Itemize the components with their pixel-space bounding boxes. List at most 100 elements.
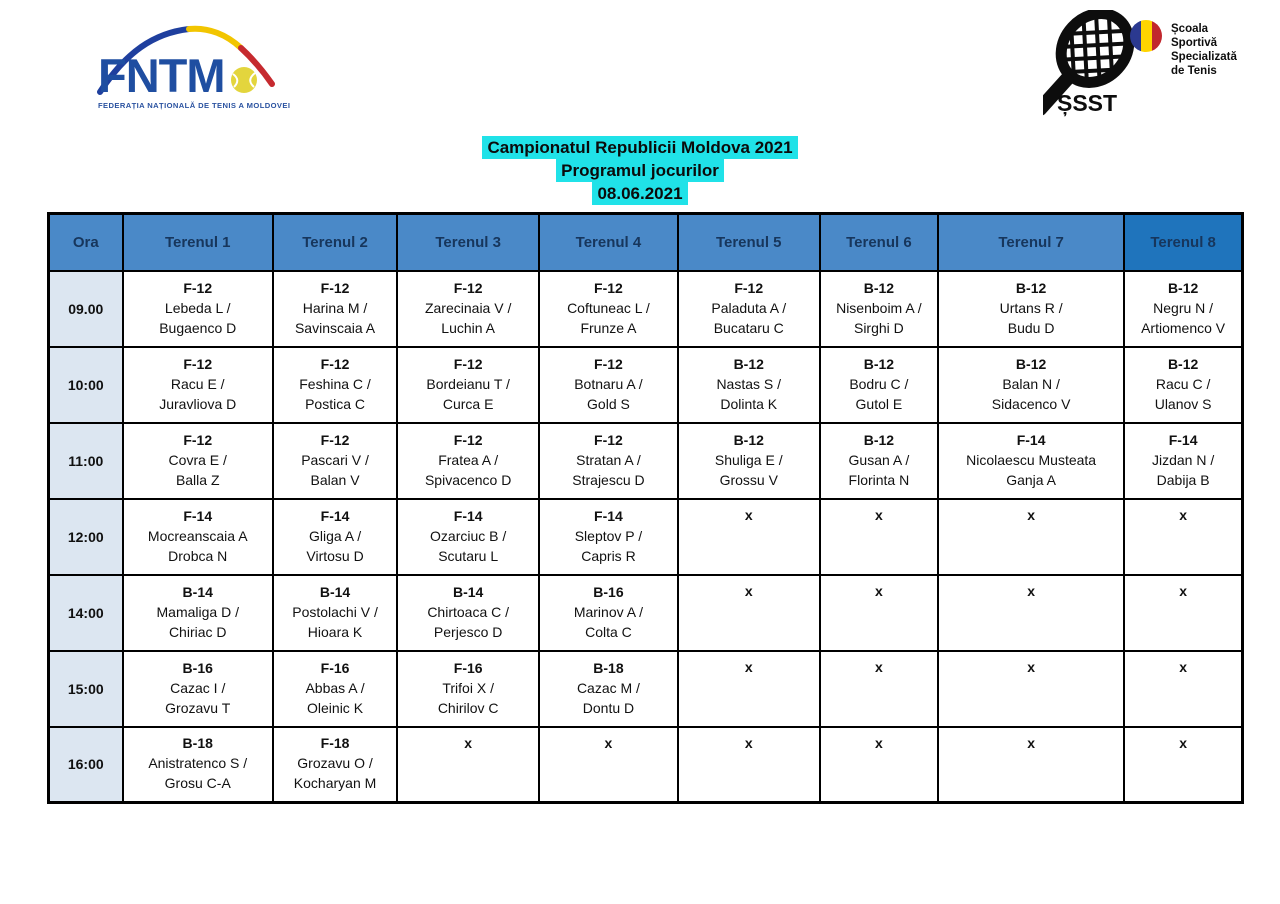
player-line: Nisenboim A / <box>836 299 922 316</box>
match-cell: F-12 Botnaru A / Gold S <box>538 345 679 424</box>
player-line: Urtans R / <box>999 299 1063 316</box>
player-line: Hioara K <box>307 623 363 640</box>
player-line: Mocreanscaia A <box>147 527 248 544</box>
match-cell: B-12 Gusan A / Florinta N <box>818 421 939 500</box>
empty-slot: x <box>818 573 939 652</box>
match-cell: B-14 Mamaliga D / Chiriac D <box>121 573 274 652</box>
player-line: Shuliga E / <box>714 451 783 468</box>
column-header-teren-1: Terenul 1 <box>121 212 274 272</box>
match-cell: B-12 Shuliga E / Grossu V <box>676 421 821 500</box>
time-cell: 16:00 <box>47 725 124 804</box>
player-line: Scutaru L <box>438 547 499 564</box>
match-category: F-12 <box>320 431 350 448</box>
player-line: Ganja A <box>1006 471 1057 488</box>
empty-slot: x <box>1123 649 1244 728</box>
match-category: F-12 <box>320 355 350 372</box>
player-line: Savinscaia A <box>294 319 376 336</box>
match-cell: F-12 Feshina C / Postica C <box>271 345 399 424</box>
match-cell: F-14 Nicolaescu Musteata Ganja A <box>936 421 1126 500</box>
player-line: Luchin A <box>441 319 496 336</box>
ssst-school-line: Specializată <box>1171 51 1237 63</box>
championship-title: Campionatul Republicii Moldova 2021 <box>0 136 1280 159</box>
player-line: Ozarciuc B / <box>430 527 507 544</box>
match-cell: F-12 Zarecinaia V / Luchin A <box>396 269 541 348</box>
match-category: B-18 <box>593 659 624 676</box>
match-category: B-12 <box>733 355 764 372</box>
match-category: B-12 <box>1167 355 1199 372</box>
match-category: F-12 <box>594 355 623 372</box>
match-category: F-12 <box>183 279 213 296</box>
match-cell: B-12 Nisenboim A / Sirghi D <box>818 269 939 348</box>
ssst-school-line: Sportivă <box>1171 37 1218 49</box>
player-line: Dabija B <box>1156 471 1210 488</box>
column-header-teren-6: Terenul 6 <box>818 212 939 272</box>
match-category: F-12 <box>453 279 483 296</box>
schedule-row: 10:00 F-12 Racu E / Juravliova D F-12 Feshina… <box>47 345 1244 424</box>
player-line: Curca E <box>442 395 494 412</box>
column-header-teren-2: Terenul 2 <box>271 212 399 272</box>
match-category: F-14 <box>453 507 483 524</box>
player-line: Florinta N <box>848 471 910 488</box>
player-line: Covra E / <box>168 451 227 468</box>
player-line: Chirilov C <box>437 699 499 716</box>
column-header-teren-4: Terenul 4 <box>538 212 679 272</box>
player-line: Drobca N <box>168 547 228 564</box>
player-line: Nastas S / <box>716 375 782 392</box>
match-cell: F-14 Gliga A / Virtosu D <box>271 497 399 576</box>
tennis-ball-icon <box>231 67 257 93</box>
player-line: Chirtoaca C / <box>427 603 510 620</box>
ssst-logo-graphic: Școala Sportivă Specializată de Tenis ȘS… <box>1033 5 1237 117</box>
column-header-teren-3: Terenul 3 <box>396 212 541 272</box>
ssst-acronym: ȘSST <box>1057 90 1117 117</box>
match-cell: F-12 Coftuneac L / Frunze A <box>538 269 679 348</box>
match-cell: F-12 Harina M / Savinscaia A <box>271 269 399 348</box>
player-line: Ulanov S <box>1154 395 1212 412</box>
match-cell: F-14 Jizdan N / Dabija B <box>1123 421 1244 500</box>
player-line: Strajescu D <box>572 471 645 488</box>
match-cell: B-12 Balan N / Sidacenco V <box>936 345 1126 424</box>
column-header-teren-5: Terenul 5 <box>676 212 821 272</box>
player-line: Racu E / <box>170 375 225 392</box>
empty-slot: x <box>676 497 821 576</box>
match-cell: F-14 Ozarciuc B / Scutaru L <box>396 497 541 576</box>
match-cell: B-12 Bodru C / Gutol E <box>818 345 939 424</box>
match-category: F-12 <box>453 431 483 448</box>
page-header: FNTM FEDERAȚIA NAȚIONALĂ DE TENIS A MOLD… <box>0 0 1280 122</box>
player-line: Sleptov P / <box>574 527 643 544</box>
schedule-subtitle: Programul jocurilor <box>0 159 1280 182</box>
match-category: F-12 <box>183 431 213 448</box>
schedule-body: 09.00 F-12 Lebeda L / Bugaenco D F-12 Harina … <box>47 269 1244 804</box>
match-cell: F-12 Racu E / Juravliova D <box>121 345 274 424</box>
match-category: F-14 <box>183 507 213 524</box>
player-line: Balan N / <box>1002 375 1060 392</box>
player-line: Grozavu T <box>165 699 231 716</box>
player-line: Dontu D <box>582 699 635 716</box>
schedule-row: 09.00 F-12 Lebeda L / Bugaenco D F-12 Harina … <box>47 269 1244 348</box>
player-line: Cazac M / <box>576 679 640 696</box>
player-line: Marinov A / <box>573 603 644 620</box>
player-line: Feshina C / <box>299 375 371 392</box>
fntm-swoosh-icon <box>97 25 275 95</box>
schedule-row: 11:00 F-12 Covra E / Balla Z F-12 Pascari V /… <box>47 421 1244 500</box>
player-line: Jizdan N / <box>1151 451 1215 468</box>
player-line: Nicolaescu Musteata <box>966 451 1097 468</box>
player-line: Bugaenco D <box>159 319 237 336</box>
fntm-logo-graphic: FNTM FEDERAȚIA NAȚIONALĂ DE TENIS A MOLD… <box>97 25 290 110</box>
time-cell: 12:00 <box>47 497 124 576</box>
match-cell: F-12 Pascari V / Balan V <box>271 421 399 500</box>
empty-slot: x <box>1123 725 1244 804</box>
schedule-row: 14:00 B-14 Mamaliga D / Chiriac D B-14 Postol… <box>47 573 1244 652</box>
player-line: Balan V <box>310 471 360 488</box>
empty-slot: x <box>1123 497 1244 576</box>
player-line: Sirghi D <box>853 319 904 336</box>
empty-slot: x <box>936 725 1126 804</box>
player-line: Trifoi X / <box>442 679 494 696</box>
match-category: F-12 <box>320 279 350 296</box>
match-cell: F-14 Mocreanscaia A Drobca N <box>121 497 274 576</box>
match-cell: F-16 Trifoi X / Chirilov C <box>396 649 541 728</box>
time-cell: 14:00 <box>47 573 124 652</box>
match-category: F-12 <box>594 431 623 448</box>
fntm-acronym: FNTM <box>98 49 225 102</box>
schedule-subtitle-text: Programul jocurilor <box>556 159 724 182</box>
